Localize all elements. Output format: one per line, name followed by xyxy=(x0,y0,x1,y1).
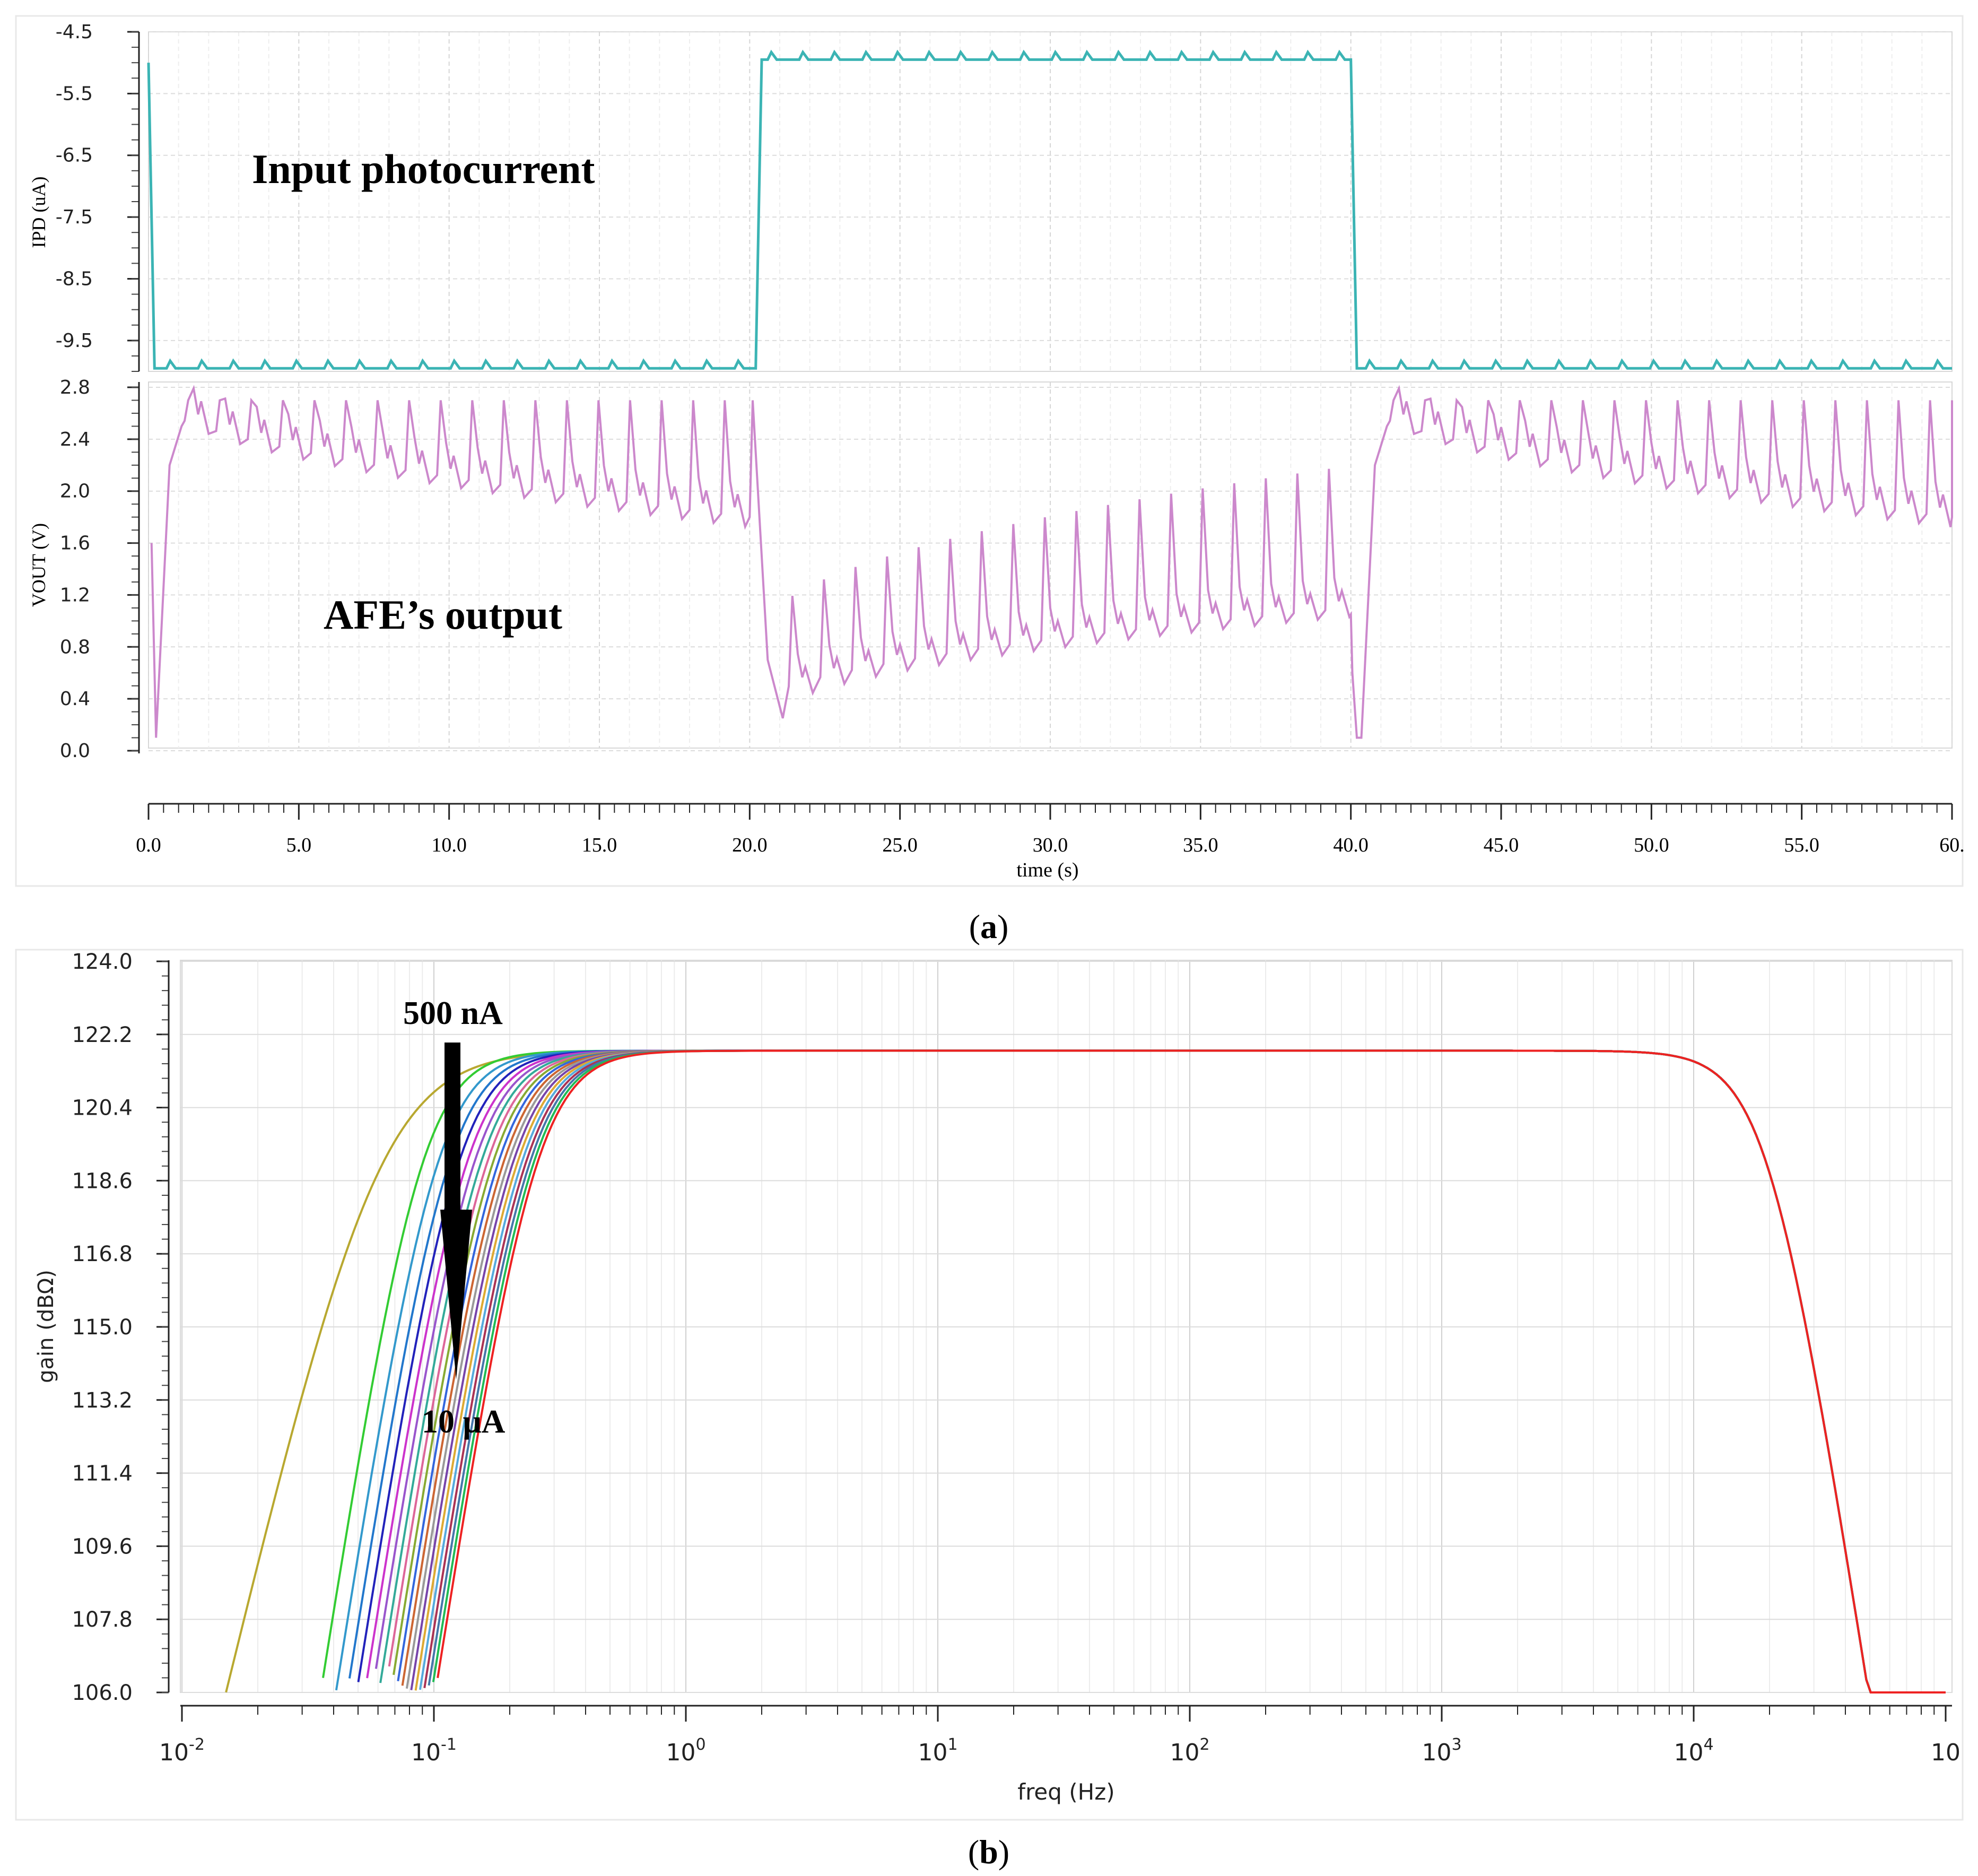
vout-y-tick-label: 2.8 xyxy=(60,377,90,398)
time-tick-label: 60. xyxy=(1939,834,1965,856)
ipd-y-tick-label: -6.5 xyxy=(56,145,93,167)
vout-y-tick-label: 2.4 xyxy=(60,429,90,450)
vout-y-tick-label: 0.0 xyxy=(60,740,90,762)
panel-a-caption: (a) xyxy=(969,908,1009,945)
vout-y-tick-label: 0.4 xyxy=(60,688,90,710)
ipd-y-tick-label: -8.5 xyxy=(56,268,93,290)
panel-b-caption: (b) xyxy=(968,1833,1009,1871)
time-tick-label: 55.0 xyxy=(1784,834,1819,856)
time-tick-label: 45.0 xyxy=(1484,834,1519,856)
gain-plot: 124.0 122.2 120.4 118.6 116.8 115.0 113.2 111.4… xyxy=(34,950,1960,1805)
ipd-y-tick-label: -9.5 xyxy=(56,330,93,352)
ipd-y-tick-label: -7.5 xyxy=(56,206,93,228)
ipd-y-axis-label: IPD (uA) xyxy=(28,177,49,248)
time-tick-label: 30.0 xyxy=(1033,834,1068,856)
vout-y-tick-label: 0.8 xyxy=(60,636,90,658)
vout-series-line xyxy=(150,385,1953,739)
gain-y-axis: 124.0 122.2 120.4 118.6 116.8 115.0 113.2 111.4… xyxy=(72,950,170,1705)
time-tick-label: 50.0 xyxy=(1634,834,1669,856)
vout-y-axis-label: VOUT (V) xyxy=(28,523,49,607)
vout-plot: 2.8 2.4 2.0 1.6 1.2 0.8 0.4 0.0 VOUT (V) AFE’s … xyxy=(28,377,1953,762)
gain-gridlines xyxy=(180,960,1952,1693)
gain-y-tick-label: 106.0 xyxy=(72,1681,133,1705)
time-x-axis: 0.0 5.0 10.0 15.0 20.0 25.0 30.0 35.0 40.0 45.0 50… xyxy=(136,803,1965,856)
ipd-plot-area xyxy=(148,31,1953,372)
time-tick-label: 0.0 xyxy=(136,834,161,856)
ipd-y-axis: -4.5 -5.5 -6.5 -7.5 -8.5 -9.5 xyxy=(56,21,140,372)
time-tick-label: 10.0 xyxy=(431,834,467,856)
input-photocurrent-annotation: Input photocurrent xyxy=(252,146,595,192)
gain-y-tick-label: 124.0 xyxy=(72,950,133,974)
vout-y-tick-label: 1.6 xyxy=(60,533,90,554)
time-tick-label: 5.0 xyxy=(286,834,312,856)
ipd-plot: -4.5 -5.5 -6.5 -7.5 -8.5 -9.5 IPD (uA) Input … xyxy=(28,21,1953,372)
vout-y-axis: 2.8 2.4 2.0 1.6 1.2 0.8 0.4 0.0 xyxy=(60,377,140,762)
ipd-y-tick-label: -4.5 xyxy=(56,21,93,43)
gain-y-tick-label: 115.0 xyxy=(72,1315,133,1340)
gain-y-tick-label: 120.4 xyxy=(72,1096,133,1121)
ipd-series-line xyxy=(147,49,1952,370)
gain-y-tick-label: 116.8 xyxy=(72,1242,133,1266)
gain-y-tick-label: 109.6 xyxy=(72,1534,133,1559)
time-tick-label: 20.0 xyxy=(732,834,768,856)
ipd-y-tick-label: -5.5 xyxy=(56,83,93,105)
sweep-end-annotation: 10 μA xyxy=(422,1404,506,1440)
gain-series-group xyxy=(225,1049,1946,1693)
time-tick-label: 40.0 xyxy=(1333,834,1369,856)
gain-y-tick-label: 107.8 xyxy=(72,1608,133,1632)
gain-y-tick-label: 113.2 xyxy=(72,1388,133,1413)
ipd-gridlines xyxy=(148,31,1953,371)
gain-y-tick-label: 118.6 xyxy=(72,1169,133,1193)
gain-y-tick-label: 122.2 xyxy=(72,1023,133,1047)
time-tick-label: 25.0 xyxy=(882,834,918,856)
time-tick-label: 15.0 xyxy=(582,834,617,856)
sweep-start-annotation: 500 nA xyxy=(403,995,503,1031)
gain-series-line xyxy=(437,1049,1946,1693)
time-tick-label: 35.0 xyxy=(1183,834,1218,856)
freq-x-axis-label: freq (Hz) xyxy=(1017,1779,1114,1805)
gain-y-axis-label: gain (dBΩ) xyxy=(34,1270,58,1383)
gain-y-tick-label: 111.4 xyxy=(72,1462,133,1486)
afe-output-annotation: AFE’s output xyxy=(324,592,562,638)
vout-y-tick-label: 2.0 xyxy=(60,481,90,502)
vout-y-tick-label: 1.2 xyxy=(60,584,90,606)
freq-tick-label: 10 xyxy=(1931,1739,1960,1766)
current-sweep-arrow xyxy=(440,1043,472,1379)
time-x-axis-label: time (s) xyxy=(1016,859,1078,881)
